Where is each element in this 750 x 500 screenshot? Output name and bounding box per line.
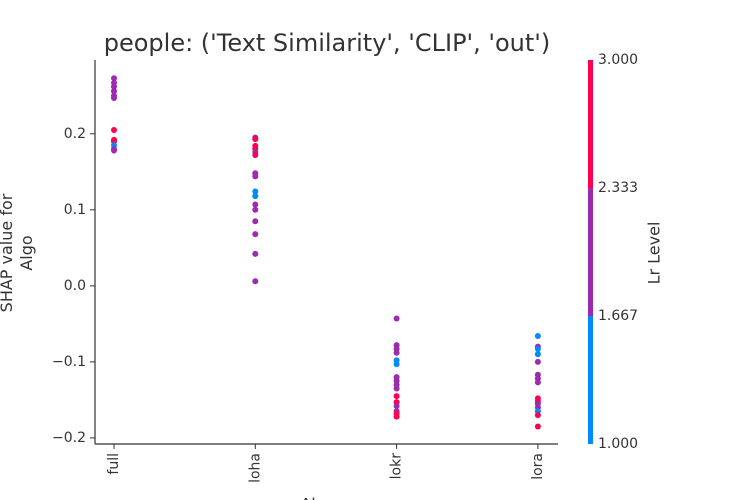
y-tick-label: 0.1 (64, 202, 86, 218)
colorbar-label: Lr Level (645, 222, 664, 285)
y-tick-label: −0.2 (52, 430, 86, 446)
point (534, 412, 541, 419)
colorbar-segment (588, 60, 593, 188)
point (252, 278, 259, 285)
point (393, 402, 400, 409)
y-tick-label: 0.0 (64, 278, 86, 294)
point (393, 410, 400, 417)
point (252, 136, 259, 143)
colorbar-tick-label: 1.000 (598, 436, 638, 452)
point (393, 349, 400, 356)
point (393, 393, 400, 400)
colorbar-tick-label: 3.000 (598, 52, 638, 68)
point (534, 333, 541, 340)
point (252, 218, 259, 225)
point (111, 95, 117, 102)
point (534, 345, 541, 352)
colorbar-tick-label: 1.667 (598, 308, 638, 324)
point (393, 385, 400, 392)
x-tick-label: lora (530, 453, 546, 480)
x-axis-label: Algo (300, 495, 335, 500)
point (252, 250, 259, 257)
point (111, 75, 117, 82)
colorbar-tick-label: 2.333 (598, 180, 638, 196)
point (252, 201, 259, 208)
chart-title: people: ('Text Similarity', 'CLIP', 'out… (104, 29, 551, 57)
y-axis-label: SHAP value for Algo (0, 193, 36, 313)
point (111, 147, 117, 154)
y-tick-label: −0.1 (52, 354, 86, 370)
point (111, 83, 117, 90)
point (393, 315, 400, 322)
point (111, 126, 117, 133)
point (252, 193, 259, 200)
point (252, 188, 259, 195)
y-tick-label: 0.2 (64, 126, 86, 142)
point (534, 351, 541, 358)
point (252, 173, 259, 180)
point (534, 379, 541, 386)
x-tick-label: lokr (389, 453, 405, 480)
x-tick-label: loha (247, 453, 263, 483)
colorbar-segment (588, 188, 593, 316)
point (393, 361, 400, 368)
colorbar-segment (588, 316, 593, 444)
x-tick-label: full (106, 453, 122, 475)
point (252, 206, 259, 213)
point (534, 358, 541, 365)
point (111, 88, 117, 95)
point (252, 231, 259, 238)
point (534, 423, 541, 430)
point (252, 152, 259, 159)
